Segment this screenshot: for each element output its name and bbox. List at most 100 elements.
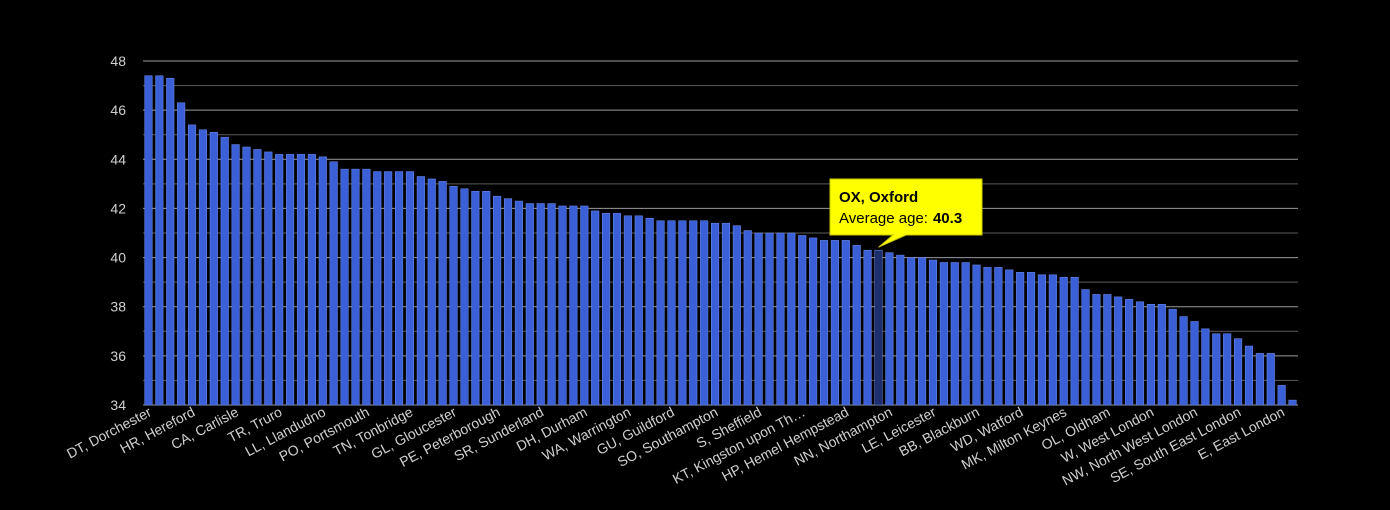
bar — [907, 257, 916, 406]
bar — [405, 171, 415, 406]
bar — [667, 220, 676, 406]
bar — [1092, 294, 1101, 406]
bar — [732, 225, 741, 406]
bar — [155, 75, 164, 406]
bar — [1266, 353, 1275, 406]
bar — [961, 262, 970, 406]
bar — [1234, 338, 1243, 406]
bar — [198, 129, 207, 406]
bar — [765, 232, 774, 406]
bar — [384, 171, 393, 406]
y-tick-label: 34 — [110, 397, 126, 413]
bar — [242, 146, 251, 406]
bar — [558, 205, 567, 406]
bar — [852, 245, 861, 406]
bar — [602, 213, 611, 406]
bar — [438, 181, 447, 406]
bar — [874, 249, 883, 406]
bar — [1223, 333, 1232, 406]
bar — [1048, 274, 1057, 406]
bar — [819, 240, 829, 406]
bar — [449, 186, 458, 406]
bar — [591, 210, 600, 406]
bar — [645, 218, 654, 406]
bar — [503, 198, 513, 406]
y-tick-label: 40 — [110, 250, 126, 266]
bar — [275, 154, 284, 406]
bar — [220, 136, 229, 406]
bar — [569, 205, 578, 406]
bar — [1135, 301, 1145, 406]
tooltip-label: Average age: — [839, 210, 928, 227]
bar — [547, 203, 556, 406]
bar — [1212, 333, 1221, 406]
bar — [743, 230, 752, 406]
bar — [972, 264, 981, 406]
bar — [1070, 276, 1079, 406]
bar — [525, 203, 534, 406]
bar — [798, 235, 807, 406]
bar — [460, 188, 469, 406]
y-tick-label: 42 — [110, 200, 126, 216]
bar — [580, 205, 589, 406]
tooltip-title: OX, Oxford — [839, 189, 918, 206]
bar — [1255, 353, 1264, 406]
bar — [1103, 294, 1112, 406]
bar — [373, 171, 382, 406]
bar — [493, 195, 502, 406]
tooltip-line: Average age: 40.3 — [839, 210, 962, 227]
bar — [1037, 274, 1046, 406]
bar — [307, 154, 316, 406]
bar — [950, 262, 959, 406]
bar — [711, 222, 720, 406]
y-tick-label: 38 — [110, 299, 126, 315]
bar — [1114, 296, 1123, 406]
bar — [863, 249, 872, 406]
bar — [351, 168, 360, 406]
bar — [983, 267, 992, 406]
bar — [166, 77, 175, 406]
bar — [918, 257, 927, 406]
bar — [1168, 308, 1177, 406]
bar — [296, 154, 306, 406]
bar — [340, 168, 349, 406]
bar — [787, 232, 796, 406]
bar — [1190, 321, 1199, 406]
bar — [1179, 316, 1188, 406]
bar — [1146, 304, 1155, 406]
bar — [144, 75, 153, 406]
bar — [1201, 328, 1210, 406]
bar — [776, 232, 785, 406]
bar — [1288, 399, 1297, 406]
bar — [721, 222, 730, 406]
bar — [177, 102, 186, 406]
bar — [318, 156, 327, 406]
bar — [1157, 304, 1166, 406]
bar — [841, 240, 850, 406]
bar — [623, 215, 632, 406]
bar — [231, 144, 240, 406]
bar — [809, 237, 818, 406]
bar — [264, 151, 273, 406]
bar — [994, 267, 1003, 406]
bar — [1125, 299, 1134, 406]
bar — [329, 161, 338, 406]
bar — [1244, 345, 1254, 406]
bar — [1081, 289, 1090, 406]
y-tick-label: 36 — [110, 348, 126, 364]
bar — [939, 262, 948, 406]
bar — [471, 190, 480, 406]
tooltip-box — [829, 178, 983, 248]
bar — [700, 220, 709, 406]
bar — [427, 178, 436, 406]
bar — [896, 254, 905, 406]
y-tick-label: 44 — [110, 151, 126, 167]
bar — [187, 124, 197, 406]
bar — [1059, 276, 1068, 406]
y-tick-label: 46 — [110, 102, 126, 118]
bar — [209, 132, 218, 406]
bar — [395, 171, 404, 406]
bar — [689, 220, 698, 406]
bar — [1026, 272, 1036, 406]
